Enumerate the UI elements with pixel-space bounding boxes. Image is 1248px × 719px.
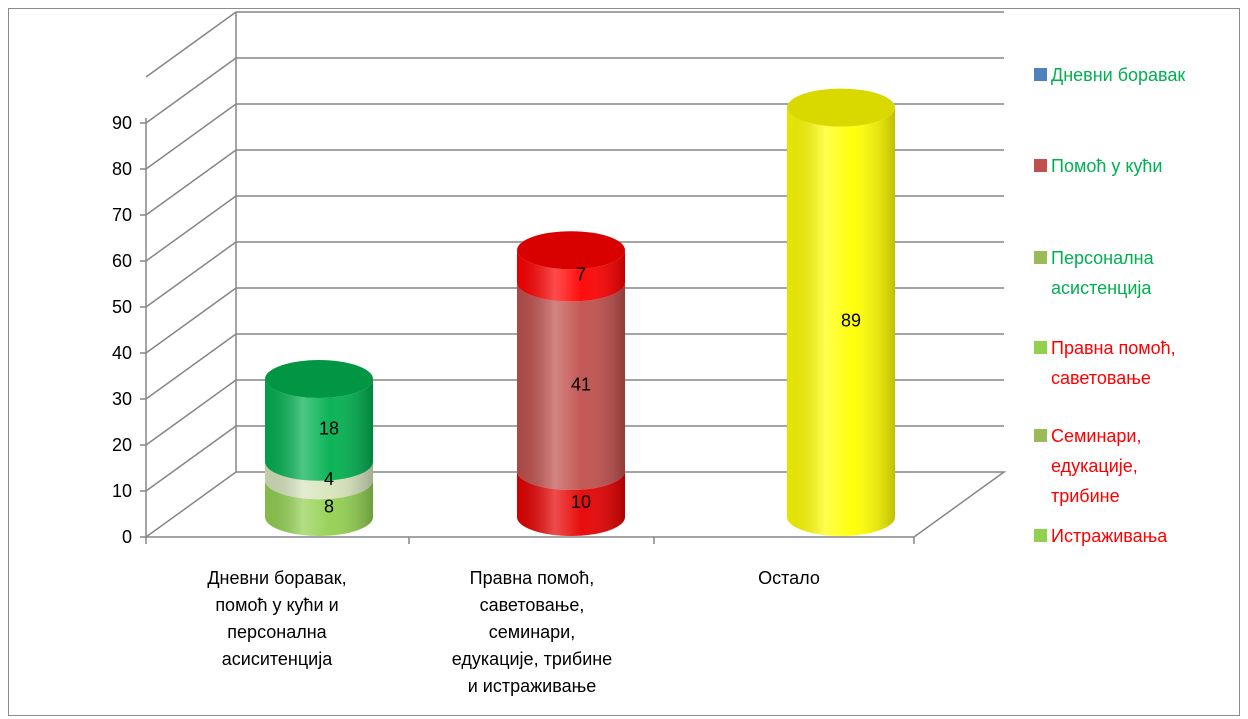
legend-label: асистенција: [1051, 278, 1152, 298]
floor: [143, 471, 1007, 538]
y-axis: 0 10 20 30 40 50 60 70 80 90: [112, 12, 915, 547]
legend-marker: [1034, 429, 1047, 442]
bar-segment: [265, 360, 373, 481]
bars: [265, 88, 895, 536]
legend-marker: [1034, 341, 1047, 354]
category-label: и истраживање: [468, 676, 596, 696]
category-label: персонална: [227, 622, 327, 642]
bar-segment: [517, 471, 625, 536]
legend-marker: [1034, 68, 1047, 81]
bar-shading: [265, 480, 373, 536]
bar-segment: [787, 88, 895, 536]
data-label: 18: [319, 418, 339, 438]
chart-frame: 0 10 20 30 40 50 60 70 80 90 8 4 18 10 41 7 89 Дневни б…: [8, 8, 1240, 716]
category-label: саветовање,: [480, 595, 585, 615]
bar-shading: [517, 282, 625, 490]
legend-item: Истраживања: [1034, 526, 1168, 546]
side-gridline: [145, 103, 237, 170]
y-tick-label: 20: [112, 435, 132, 455]
legend: Дневни боравак Помоћ у кући Персонална асис…: [1034, 65, 1185, 546]
category-label: едукације, трибине: [452, 649, 612, 669]
data-label: 7: [576, 264, 586, 284]
legend-label: Персонална: [1051, 248, 1155, 268]
legend-label: едукације,: [1051, 456, 1138, 476]
legend-label: трибине: [1051, 486, 1120, 506]
y-tick-label: 50: [112, 297, 132, 317]
legend-label: Семинари,: [1051, 426, 1141, 446]
legend-label: саветовање: [1051, 368, 1151, 388]
bar-shading: [787, 107, 895, 536]
legend-item: Семинари, едукације, трибине: [1034, 426, 1141, 506]
y-tick-label: 60: [112, 251, 132, 271]
bar-segment: [517, 282, 625, 490]
bar-segment: [265, 461, 373, 500]
x-axis-labels: Дневни боравак, помоћ у кући и персонална а…: [207, 568, 820, 696]
bar-top-cap: [787, 88, 895, 127]
data-label: 8: [324, 497, 334, 517]
side-gridline: [145, 333, 237, 400]
category-label: Дневни боравак,: [207, 568, 346, 588]
legend-marker: [1034, 529, 1047, 542]
category-label: Остало: [758, 568, 820, 588]
side-gridline: [145, 149, 237, 216]
bar-shading: [517, 471, 625, 536]
y-tick-label: 40: [112, 343, 132, 363]
side-gridline: [145, 425, 237, 492]
y-tick-label: 90: [112, 113, 132, 133]
chart-svg: 0 10 20 30 40 50 60 70 80 90 8 4 18 10 41 7 89 Дневни б…: [112, 11, 1185, 696]
data-labels: 8 4 18 10 41 7 89: [319, 264, 861, 516]
legend-marker: [1034, 251, 1047, 264]
data-label: 89: [841, 310, 861, 330]
legend-item: Дневни боравак: [1034, 65, 1185, 85]
side-gridline: [145, 11, 237, 78]
data-label: 41: [571, 375, 591, 395]
legend-label: Помоћ у кући: [1051, 156, 1163, 176]
y-tick-label: 80: [112, 159, 132, 179]
bar-shading: [265, 461, 373, 500]
category-label: асиситенција: [222, 649, 333, 669]
side-gridline: [145, 379, 237, 446]
legend-label: Правна помоћ,: [1051, 338, 1176, 358]
data-label: 4: [324, 469, 334, 489]
category-label: Правна помоћ,: [470, 568, 595, 588]
side-gridline: [145, 287, 237, 354]
legend-item: Помоћ у кући: [1034, 156, 1163, 176]
category-label: помоћ у кући и: [215, 595, 338, 615]
data-label: 10: [571, 492, 591, 512]
legend-item: Персонална асистенција: [1034, 248, 1155, 298]
bar-segment: [517, 231, 625, 302]
legend-marker: [1034, 159, 1047, 172]
side-gridline: [145, 195, 237, 262]
bar-segment: [265, 480, 373, 536]
y-tick-label: 0: [122, 527, 132, 547]
bar-shading: [517, 250, 625, 302]
bar-shading: [265, 379, 373, 481]
legend-item: Правна помоћ, саветовање: [1034, 338, 1176, 388]
legend-label: Дневни боравак: [1051, 65, 1185, 85]
side-gridline: [145, 241, 237, 308]
y-tick-label: 10: [112, 481, 132, 501]
legend-label: Истраживања: [1051, 526, 1168, 546]
side-gridline: [145, 57, 237, 124]
y-tick-label: 70: [112, 205, 132, 225]
bar-top-cap: [265, 360, 373, 398]
bar-top-cap: [517, 231, 625, 270]
y-tick-label: 30: [112, 389, 132, 409]
category-label: семинари,: [489, 622, 575, 642]
